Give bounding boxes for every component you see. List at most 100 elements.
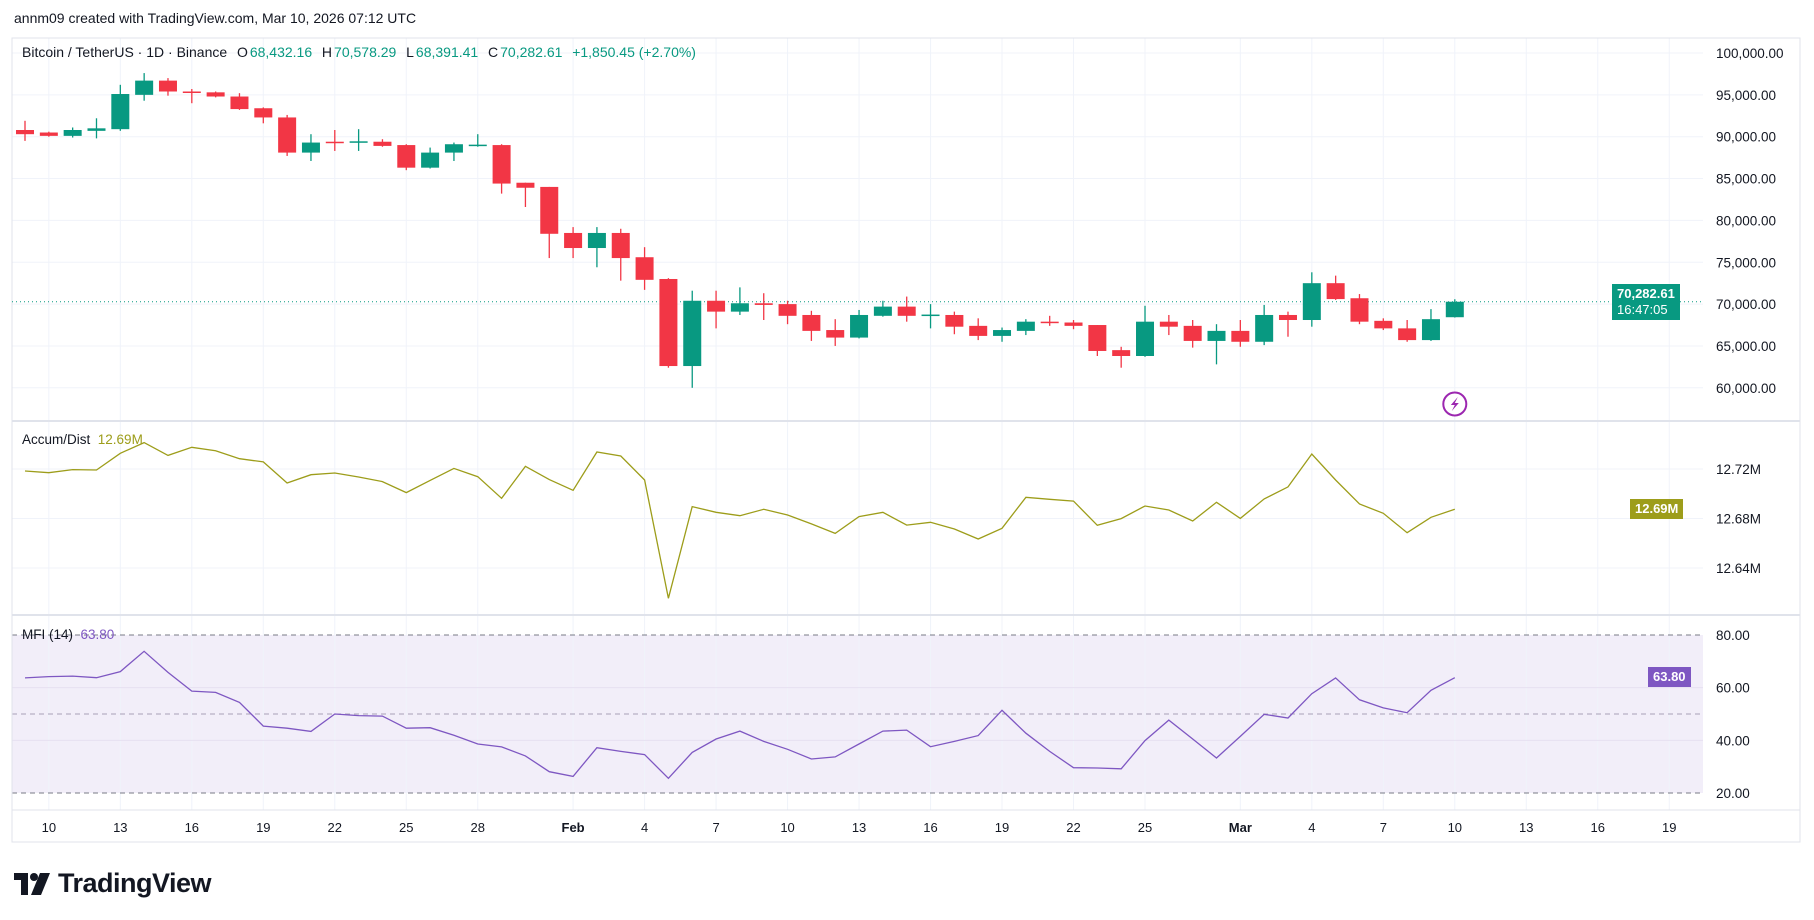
price-axis-label: 90,000.00 (1716, 130, 1776, 145)
candle (325, 130, 344, 151)
candle (182, 88, 201, 104)
candle (421, 147, 440, 169)
ad-legend[interactable]: Accum/Dist 12.69M (22, 432, 143, 447)
candle-body (969, 325, 988, 336)
candle-body (1278, 314, 1297, 321)
ad-axis-label: 12.72M (1716, 462, 1761, 477)
time-axis-label: Feb (562, 820, 585, 835)
candle (63, 127, 82, 138)
high-value: 70,578.29 (334, 44, 397, 60)
candle (1255, 304, 1274, 346)
candle (1112, 346, 1131, 368)
low-value: 68,391.41 (415, 44, 479, 60)
candle (1398, 320, 1417, 342)
candle (707, 290, 726, 329)
candle-body (1302, 283, 1321, 321)
candle (1326, 275, 1345, 300)
lightning-icon (1442, 391, 1468, 417)
candle-body (1088, 325, 1107, 351)
candle-body (254, 108, 273, 118)
open-value: 68,432.16 (249, 44, 313, 60)
candle-body (611, 232, 630, 259)
price-axis-label: 100,000.00 (1716, 46, 1784, 61)
candle (659, 278, 678, 368)
time-axis-label: 19 (1662, 820, 1676, 835)
candle (1064, 320, 1083, 330)
candle (945, 311, 964, 335)
candle (1445, 299, 1464, 318)
candle-body (349, 141, 368, 143)
candle-body (373, 141, 392, 146)
last-price-value: 70,282.61 (1617, 286, 1675, 301)
candle (587, 227, 606, 268)
lightning-icon-bolt (1450, 397, 1459, 411)
tradingview-logo[interactable]: TradingView (14, 868, 212, 899)
candle-body (945, 314, 964, 327)
candle (254, 107, 273, 124)
chart-frame (11, 37, 1801, 843)
candle-body (63, 130, 82, 136)
mfi-value-badge: 63.80 (1648, 667, 1691, 687)
candle-body (1207, 330, 1226, 341)
candle (206, 91, 225, 98)
mfi-line (24, 650, 1456, 780)
candle (897, 296, 916, 322)
time-axis-label: 22 (328, 820, 342, 835)
candle-body (1445, 301, 1464, 318)
candle (397, 144, 416, 171)
candle (135, 73, 154, 101)
candle-body (826, 330, 845, 338)
candle-body (1183, 325, 1202, 341)
candle-body (1255, 314, 1274, 342)
candle-body (540, 186, 559, 234)
time-axis-label: 7 (1380, 820, 1387, 835)
time-axis-label: 13 (852, 820, 866, 835)
mfi-name: MFI (14) (22, 627, 74, 642)
candle (1278, 311, 1297, 337)
candle-body (421, 152, 440, 168)
time-axis-label: 19 (995, 820, 1009, 835)
candle-body (993, 330, 1012, 336)
time-axis-label: 7 (712, 820, 719, 835)
bar-countdown: 16:47:05 (1617, 302, 1668, 317)
candle-body (1350, 298, 1369, 322)
price-axis-label: 95,000.00 (1716, 88, 1776, 103)
candle-body (1374, 320, 1393, 329)
candle (230, 93, 249, 110)
time-axis-label: 16 (923, 820, 937, 835)
candle-body (921, 314, 940, 317)
time-axis-label: 25 (1138, 820, 1152, 835)
candle-body (158, 80, 177, 92)
candle-body (564, 232, 583, 249)
candle-body (778, 304, 797, 316)
candle-body (111, 94, 130, 130)
candle (993, 327, 1012, 342)
candle (1088, 325, 1107, 356)
candle (850, 309, 869, 339)
time-axis-label: 28 (471, 820, 485, 835)
candle-body (325, 141, 344, 144)
price-axis-label: 65,000.00 (1716, 339, 1776, 354)
candle-body (516, 182, 535, 188)
candle-body (278, 117, 297, 153)
candle (39, 131, 58, 137)
high-label: H (321, 44, 333, 60)
logo-text: TradingView (58, 868, 212, 898)
price-axis-label: 80,000.00 (1716, 213, 1776, 228)
close-label: C (488, 44, 499, 60)
time-axis-label: 4 (641, 820, 648, 835)
mfi-axis-label: 40.00 (1716, 733, 1750, 748)
candle (873, 300, 892, 317)
candle-body (468, 144, 487, 147)
change-value: +1,850.45 (+2.70%) (572, 44, 696, 60)
tradingview-logo-icon (14, 872, 50, 895)
ad-name: Accum/Dist (22, 432, 91, 447)
candle (492, 144, 511, 194)
mfi-legend[interactable]: MFI (14) 63.80 (22, 627, 114, 642)
time-axis-label: 13 (1519, 820, 1533, 835)
symbol-title[interactable]: Bitcoin / TetherUS · 1D · Binance (22, 44, 228, 60)
time-axis-label: Mar (1229, 820, 1252, 835)
candle-body (659, 278, 678, 367)
candle-body (87, 128, 106, 131)
